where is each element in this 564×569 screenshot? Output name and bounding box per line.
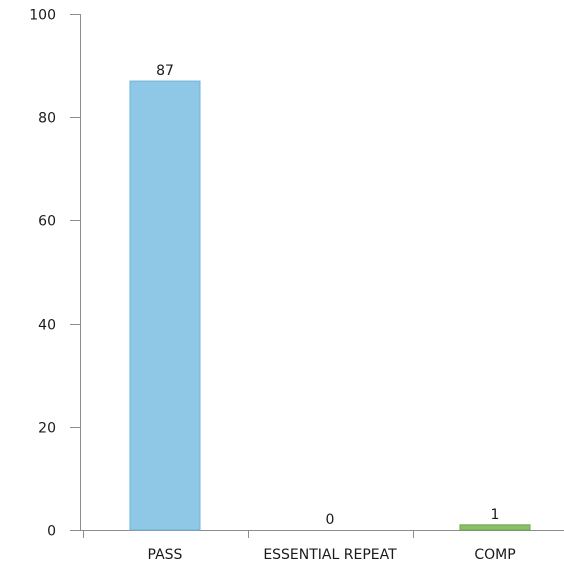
y-tick-label: 60 <box>38 214 56 230</box>
y-axis: 0 20 40 60 80 100 <box>29 8 81 540</box>
y-tick-label: 100 <box>29 8 56 24</box>
bar-pass[interactable] <box>129 80 201 531</box>
x-axis: PASS ESSENTIAL REPEAT COMP <box>80 530 564 563</box>
y-tick-label: 40 <box>38 318 56 334</box>
data-label: 1 <box>491 507 500 523</box>
bars <box>129 80 531 531</box>
x-tick-label: PASS <box>148 547 183 563</box>
bar-comp[interactable] <box>459 524 531 531</box>
y-tick-label: 80 <box>38 111 56 127</box>
y-tick-label: 20 <box>38 421 56 437</box>
y-tick-label: 0 <box>47 524 56 540</box>
data-label: 0 <box>326 512 335 528</box>
x-tick-label: ESSENTIAL REPEAT <box>263 547 397 563</box>
x-tick-label: COMP <box>474 547 515 563</box>
data-label: 87 <box>156 63 174 79</box>
data-labels: 87 0 1 <box>156 63 499 528</box>
